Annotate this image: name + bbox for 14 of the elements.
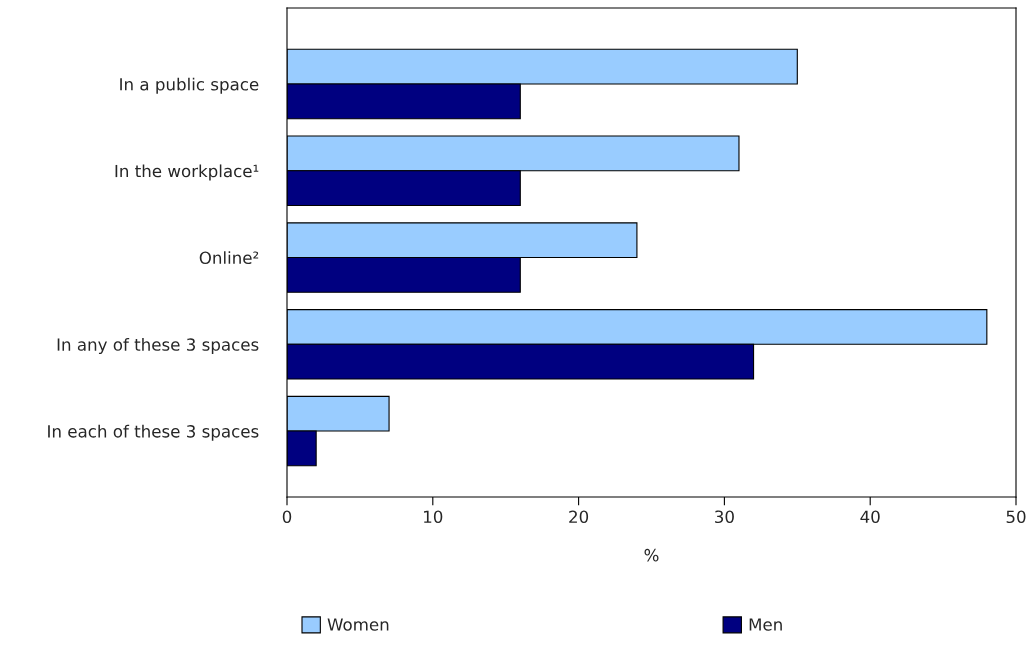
y-tick-label: In any of these 3 spaces [57,337,259,355]
y-tick-label: In a public space [120,77,259,94]
x-tick-label: 40 [860,510,880,524]
y-tick-label: In each of these 3 spaces [48,424,259,441]
x-tick-label: 0 [282,510,292,524]
x-axis-title: % [644,548,659,562]
y-tick-label: Online² [199,251,259,265]
x-tick-label: 10 [424,510,443,524]
x-tick-label: 30 [715,510,734,524]
x-tick-label: 50 [1006,510,1026,524]
legend-label: Men [749,618,782,631]
legend-label: Women [327,618,389,631]
x-tick-label: 20 [569,510,589,524]
y-tick-label: In the workplace¹ [115,164,259,181]
